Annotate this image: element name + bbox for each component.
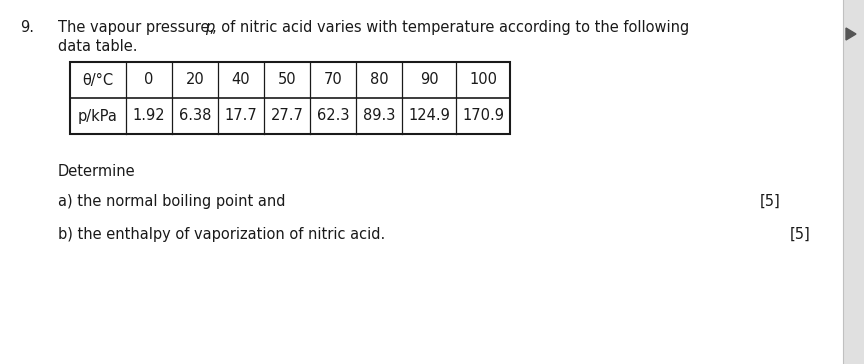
Bar: [843, 0, 864, 364]
Text: p/kPa: p/kPa: [78, 108, 118, 123]
Bar: [70, 62, 510, 134]
Text: 100: 100: [469, 72, 497, 87]
Text: 20: 20: [186, 72, 205, 87]
Text: 62.3: 62.3: [317, 108, 349, 123]
Text: 90: 90: [420, 72, 438, 87]
Text: data table.: data table.: [58, 39, 137, 54]
Text: 40: 40: [232, 72, 251, 87]
Text: 0: 0: [144, 72, 154, 87]
Text: The vapour pressure,: The vapour pressure,: [58, 20, 219, 35]
Text: , of nitric acid varies with temperature according to the following: , of nitric acid varies with temperature…: [212, 20, 689, 35]
Text: 124.9: 124.9: [408, 108, 450, 123]
Text: 6.38: 6.38: [179, 108, 211, 123]
Text: b) the enthalpy of vaporization of nitric acid.: b) the enthalpy of vaporization of nitri…: [58, 227, 385, 242]
Text: p: p: [205, 20, 214, 35]
Text: 50: 50: [277, 72, 296, 87]
Text: 89.3: 89.3: [363, 108, 395, 123]
Text: [5]: [5]: [790, 227, 810, 242]
Text: [5]: [5]: [760, 194, 781, 209]
Text: 27.7: 27.7: [270, 108, 303, 123]
Text: 170.9: 170.9: [462, 108, 504, 123]
Text: 17.7: 17.7: [225, 108, 257, 123]
Text: θ/°C: θ/°C: [82, 72, 113, 87]
Text: Determine: Determine: [58, 164, 136, 179]
Text: 80: 80: [370, 72, 388, 87]
Text: 70: 70: [324, 72, 342, 87]
Polygon shape: [846, 28, 856, 40]
Text: 1.92: 1.92: [133, 108, 165, 123]
Text: a) the normal boiling point and: a) the normal boiling point and: [58, 194, 285, 209]
Text: 9.: 9.: [20, 20, 34, 35]
